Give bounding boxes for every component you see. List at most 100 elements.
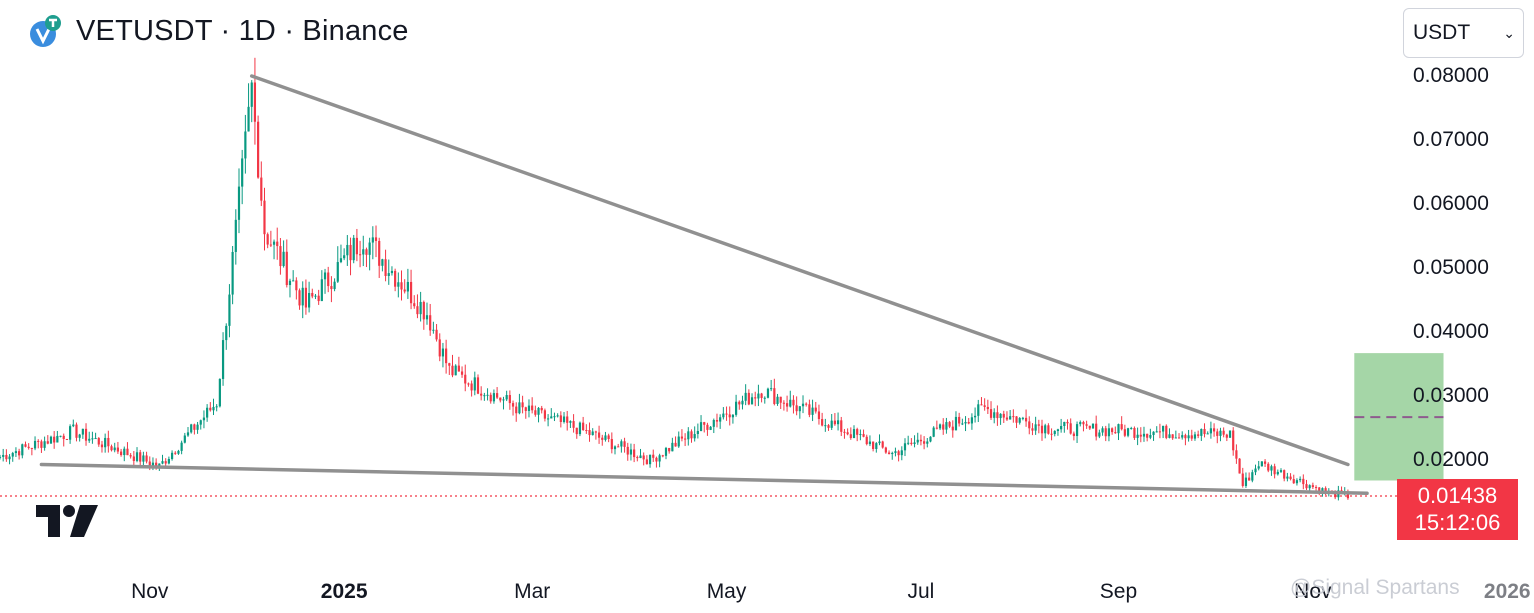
candle — [900, 446, 903, 461]
candle-body — [317, 295, 320, 302]
candle — [288, 278, 292, 298]
candle-body — [1146, 433, 1149, 438]
candle — [343, 248, 346, 261]
candle — [652, 449, 655, 462]
candle — [712, 418, 715, 434]
candle — [977, 399, 980, 423]
candle — [620, 439, 623, 453]
candle — [301, 281, 304, 319]
tradingview-logo-icon[interactable] — [36, 505, 98, 542]
candle — [225, 323, 228, 350]
candle-body — [562, 416, 566, 422]
candle — [441, 342, 445, 368]
candle — [282, 240, 285, 268]
candle — [913, 435, 916, 448]
candle-body — [843, 431, 846, 433]
candle — [406, 268, 409, 299]
candle-body — [1107, 428, 1111, 437]
candle-body — [413, 303, 416, 307]
candle — [881, 440, 884, 449]
candle-body — [770, 388, 773, 390]
candle-body — [1190, 435, 1193, 439]
candle — [1005, 411, 1009, 421]
candle-body — [993, 412, 996, 418]
candle-body — [961, 423, 964, 425]
candle-body — [706, 424, 709, 430]
candle-body — [1002, 413, 1005, 418]
candle-body — [282, 251, 285, 267]
candle — [14, 447, 18, 458]
candle-body — [582, 422, 585, 431]
candle-body — [703, 422, 706, 425]
price-axis-label: 0.02000 — [1413, 448, 1489, 471]
candle-body — [728, 414, 731, 418]
candle-body — [926, 441, 929, 444]
candle-body — [661, 455, 664, 457]
candle-body — [699, 422, 703, 432]
candle-body — [821, 419, 824, 426]
candle — [891, 451, 894, 460]
candle-body — [390, 270, 394, 274]
candle-body — [1101, 428, 1104, 433]
candle-body — [97, 438, 100, 445]
candle — [368, 237, 371, 271]
candle-body — [645, 459, 648, 465]
candle-body — [738, 401, 741, 405]
candle-body — [633, 449, 636, 458]
candle-body — [518, 402, 521, 414]
candle-body — [183, 435, 186, 443]
candle-body — [996, 412, 999, 419]
candle — [935, 420, 938, 430]
candle — [805, 402, 808, 407]
candle-body — [1040, 425, 1044, 434]
candle — [317, 289, 320, 305]
candle — [601, 434, 604, 446]
candle-body — [658, 455, 661, 462]
candle — [1139, 427, 1142, 443]
candle — [190, 423, 193, 434]
candle-body — [1111, 428, 1114, 433]
candle — [1155, 426, 1158, 433]
candle-body — [575, 427, 578, 435]
candle — [49, 435, 53, 444]
candle — [559, 411, 562, 428]
candle-body — [897, 451, 900, 456]
candle-body — [607, 435, 610, 439]
candle-body — [986, 406, 989, 410]
currency-select[interactable]: USDT ⌄ — [1403, 8, 1524, 58]
candle — [390, 266, 394, 276]
candle — [817, 404, 821, 425]
candle-body — [1079, 422, 1082, 425]
candle-body — [550, 416, 553, 419]
candle — [384, 249, 387, 282]
candle-body — [355, 237, 358, 255]
candle-body — [142, 455, 145, 462]
candle — [524, 406, 527, 419]
candle — [846, 428, 849, 436]
candle — [1184, 433, 1187, 446]
candle-body — [884, 447, 887, 453]
candle — [100, 440, 104, 453]
candle — [1200, 428, 1203, 441]
candle-body — [279, 246, 282, 267]
candle-body — [435, 329, 438, 340]
candle-body — [878, 441, 881, 444]
candle-body — [116, 447, 120, 452]
candle — [460, 366, 464, 378]
candle — [773, 378, 776, 406]
candle-body — [180, 442, 183, 451]
candle — [942, 418, 945, 435]
candle — [139, 449, 142, 467]
candle-body — [766, 388, 770, 398]
candle — [464, 364, 467, 392]
candle — [1012, 409, 1015, 423]
candle — [362, 235, 365, 267]
candle-body — [537, 407, 540, 415]
candle — [209, 402, 212, 412]
candle-body — [932, 427, 935, 437]
candle-body — [989, 409, 993, 418]
candle — [1232, 427, 1235, 456]
candle — [387, 259, 390, 285]
candle — [1101, 426, 1104, 436]
